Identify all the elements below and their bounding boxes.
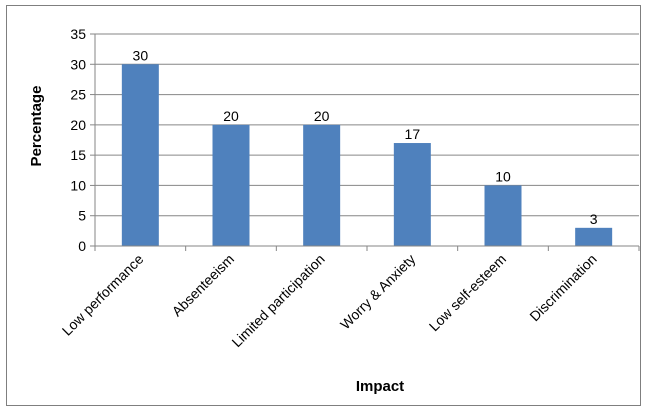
data-label: 20 bbox=[314, 108, 330, 124]
data-label: 30 bbox=[133, 47, 149, 63]
y-tick-label: 20 bbox=[70, 117, 86, 133]
bar bbox=[484, 185, 522, 246]
y-tick-label: 25 bbox=[70, 87, 86, 103]
y-tick-label: 15 bbox=[70, 147, 86, 163]
y-tick-label: 30 bbox=[70, 56, 86, 72]
data-label: 17 bbox=[405, 126, 421, 142]
bar bbox=[575, 227, 613, 246]
bar bbox=[303, 124, 341, 246]
y-tick-label: 10 bbox=[70, 177, 86, 193]
chart-frame: 0 5 10 15 20 25 30 35 30 20 20 17 10 3 Low performance… bbox=[6, 5, 641, 406]
x-axis-title: Impact bbox=[356, 378, 404, 395]
y-tick-label: 35 bbox=[70, 26, 86, 42]
data-label: 10 bbox=[495, 168, 511, 184]
bars bbox=[121, 64, 613, 247]
x-tick-label: Worry & Anxiety bbox=[337, 251, 419, 333]
bar bbox=[212, 124, 250, 246]
x-tick-label: Low self-esteem bbox=[426, 251, 509, 334]
y-tick-label: 5 bbox=[78, 208, 86, 224]
x-tick-label: Limited participation bbox=[228, 251, 327, 350]
bar bbox=[121, 64, 159, 247]
bar bbox=[393, 143, 431, 246]
y-tick-label: 0 bbox=[78, 238, 86, 254]
x-tick-label: Absenteeism bbox=[169, 251, 238, 320]
axes bbox=[90, 33, 640, 251]
data-label: 20 bbox=[223, 108, 239, 124]
data-label: 3 bbox=[590, 211, 598, 227]
x-tick-label: Discrimination bbox=[526, 251, 599, 324]
y-axis-title: Percentage bbox=[28, 86, 45, 167]
bar-chart: 0 5 10 15 20 25 30 35 30 20 20 17 10 3 Low performance… bbox=[28, 26, 640, 395]
gridlines bbox=[95, 33, 639, 217]
x-tick-label: Low performance bbox=[59, 251, 147, 339]
